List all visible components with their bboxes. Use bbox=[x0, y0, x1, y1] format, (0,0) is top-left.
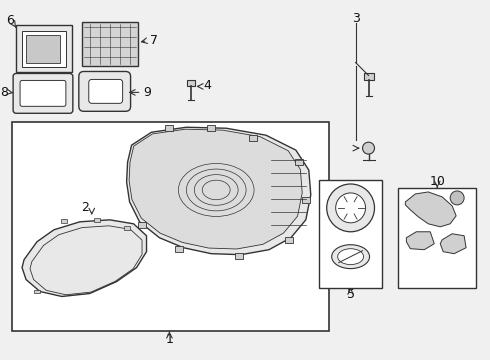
Text: 2: 2 bbox=[81, 201, 89, 214]
FancyBboxPatch shape bbox=[364, 73, 373, 80]
FancyBboxPatch shape bbox=[16, 25, 72, 72]
FancyBboxPatch shape bbox=[26, 35, 60, 63]
Circle shape bbox=[450, 191, 464, 205]
Text: 9: 9 bbox=[144, 86, 151, 99]
Text: 8: 8 bbox=[0, 86, 8, 99]
Text: 6: 6 bbox=[6, 14, 14, 27]
Text: 3: 3 bbox=[352, 12, 360, 25]
Text: 7: 7 bbox=[149, 34, 157, 47]
FancyBboxPatch shape bbox=[20, 80, 66, 106]
FancyBboxPatch shape bbox=[13, 73, 73, 113]
Polygon shape bbox=[440, 234, 466, 254]
FancyBboxPatch shape bbox=[79, 72, 131, 111]
FancyBboxPatch shape bbox=[34, 289, 40, 293]
FancyBboxPatch shape bbox=[187, 80, 196, 86]
FancyBboxPatch shape bbox=[398, 188, 476, 288]
FancyBboxPatch shape bbox=[138, 222, 146, 228]
FancyBboxPatch shape bbox=[61, 219, 67, 223]
FancyBboxPatch shape bbox=[123, 226, 129, 230]
Text: 1: 1 bbox=[166, 333, 173, 346]
FancyBboxPatch shape bbox=[295, 159, 303, 165]
FancyBboxPatch shape bbox=[175, 246, 183, 252]
FancyBboxPatch shape bbox=[94, 218, 100, 222]
FancyBboxPatch shape bbox=[235, 253, 243, 258]
Polygon shape bbox=[126, 127, 311, 255]
Text: 5: 5 bbox=[346, 288, 355, 301]
Ellipse shape bbox=[338, 249, 364, 265]
FancyBboxPatch shape bbox=[166, 125, 173, 131]
Polygon shape bbox=[405, 192, 456, 227]
Circle shape bbox=[363, 142, 374, 154]
FancyBboxPatch shape bbox=[22, 31, 66, 67]
Ellipse shape bbox=[332, 245, 369, 269]
Text: 10: 10 bbox=[429, 175, 445, 189]
FancyBboxPatch shape bbox=[285, 237, 293, 243]
FancyBboxPatch shape bbox=[302, 197, 310, 203]
FancyBboxPatch shape bbox=[82, 22, 138, 66]
FancyBboxPatch shape bbox=[89, 80, 122, 103]
FancyBboxPatch shape bbox=[207, 125, 215, 131]
Text: 4: 4 bbox=[203, 79, 211, 92]
Polygon shape bbox=[406, 232, 434, 250]
Polygon shape bbox=[129, 129, 302, 249]
Polygon shape bbox=[22, 220, 147, 297]
FancyBboxPatch shape bbox=[249, 135, 257, 141]
FancyBboxPatch shape bbox=[12, 122, 329, 331]
Circle shape bbox=[336, 193, 366, 223]
FancyBboxPatch shape bbox=[319, 180, 383, 288]
Circle shape bbox=[327, 184, 374, 232]
